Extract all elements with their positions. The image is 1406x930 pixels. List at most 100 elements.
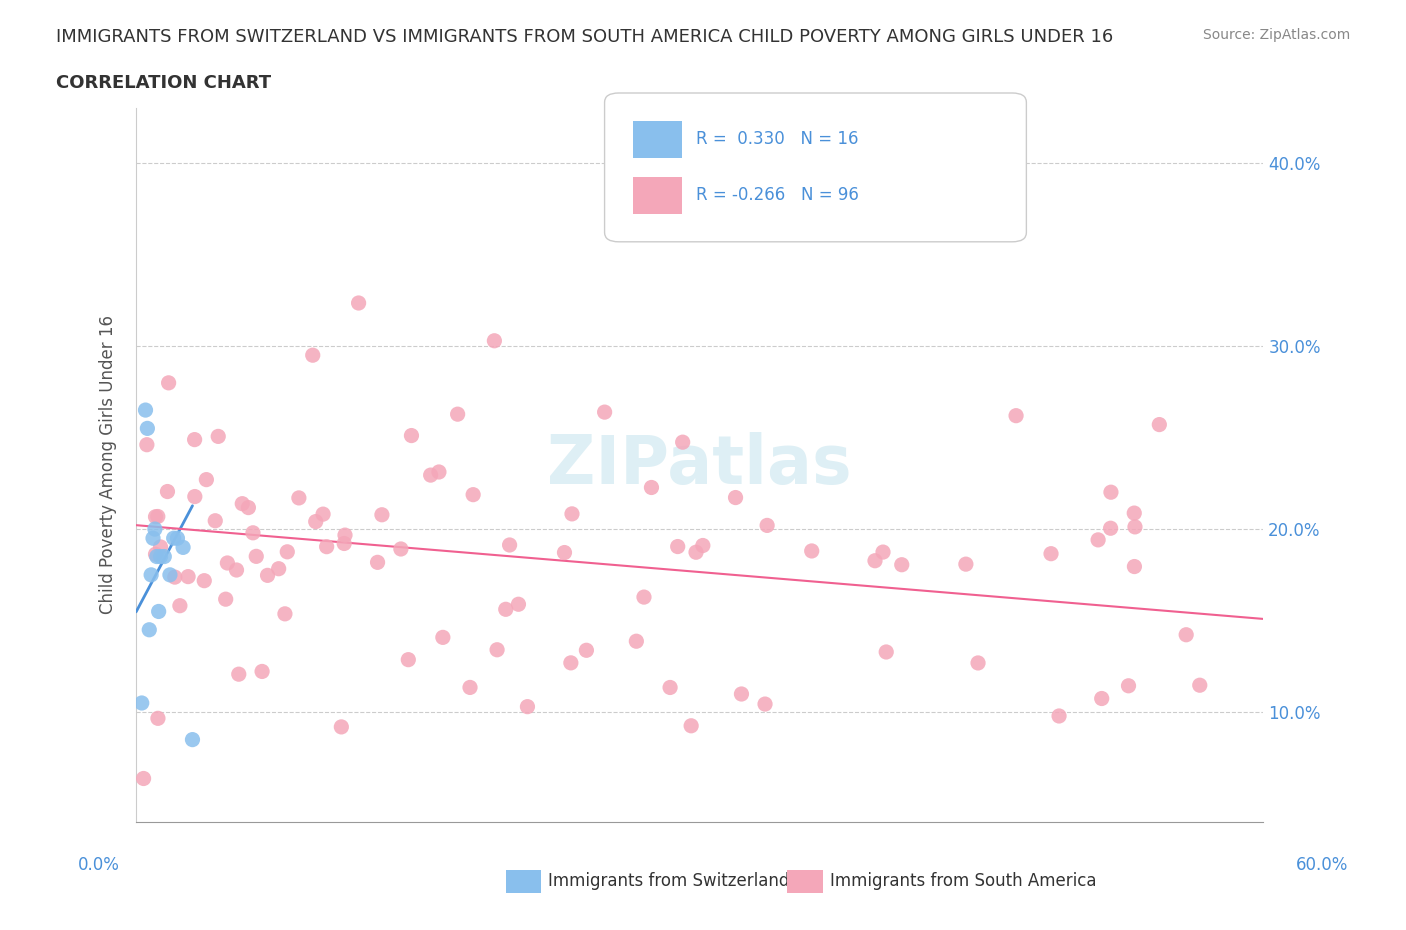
Point [593, 405, 616, 419]
Point [207, 429, 229, 444]
Text: 0.0%: 0.0% [77, 856, 120, 874]
Point [145, 510, 167, 525]
Point [1123, 506, 1146, 521]
Point [225, 563, 247, 578]
Point [134, 403, 156, 418]
Point [142, 531, 165, 546]
Point [516, 699, 538, 714]
Point [508, 597, 530, 612]
Point [1091, 691, 1114, 706]
Point [333, 527, 356, 542]
Point [446, 406, 468, 421]
Point [146, 549, 169, 564]
Point [149, 539, 172, 554]
Point [301, 348, 323, 363]
Point [1047, 709, 1070, 724]
Text: 60.0%: 60.0% [1295, 856, 1348, 874]
Point [756, 518, 779, 533]
Text: Immigrants from Switzerland: Immigrants from Switzerland [548, 871, 790, 890]
Point [312, 507, 335, 522]
Point [659, 680, 682, 695]
Text: R =  0.330   N = 16: R = 0.330 N = 16 [696, 130, 859, 149]
Point [177, 569, 200, 584]
Point [681, 718, 703, 733]
Point [193, 573, 215, 588]
Point [143, 522, 166, 537]
Point [401, 428, 423, 443]
Point [288, 490, 311, 505]
Point [458, 680, 481, 695]
Point [274, 606, 297, 621]
Point [238, 500, 260, 515]
Text: IMMIGRANTS FROM SWITZERLAND VS IMMIGRANTS FROM SOUTH AMERICA CHILD POVERTY AMONG: IMMIGRANTS FROM SWITZERLAND VS IMMIGRANT… [56, 28, 1114, 46]
Point [724, 490, 747, 505]
Text: R = -0.266   N = 96: R = -0.266 N = 96 [696, 186, 859, 205]
Point [730, 686, 752, 701]
Point [396, 652, 419, 667]
Text: Immigrants from South America: Immigrants from South America [830, 871, 1097, 890]
Point [181, 732, 204, 747]
Point [159, 567, 181, 582]
Point [135, 437, 157, 452]
Point [1175, 628, 1198, 643]
Point [553, 545, 575, 560]
Text: CORRELATION CHART: CORRELATION CHART [56, 74, 271, 92]
Point [347, 296, 370, 311]
Point [330, 720, 353, 735]
Point [640, 480, 662, 495]
Point [215, 591, 238, 606]
Point [1123, 559, 1146, 574]
Text: Source: ZipAtlas.com: Source: ZipAtlas.com [1202, 28, 1350, 42]
Point [183, 432, 205, 447]
Point [148, 604, 170, 618]
Point [169, 598, 191, 613]
Point [800, 543, 823, 558]
Point [1118, 678, 1140, 693]
Point [276, 544, 298, 559]
Point [136, 421, 159, 436]
Point [575, 643, 598, 658]
Point [146, 509, 169, 524]
Point [463, 487, 485, 502]
Point [495, 602, 517, 617]
Point [486, 643, 509, 658]
Point [692, 538, 714, 553]
Point [419, 468, 441, 483]
Point [967, 656, 990, 671]
Point [132, 771, 155, 786]
Point [1040, 546, 1063, 561]
Point [145, 547, 167, 562]
Point [131, 696, 153, 711]
Point [371, 508, 394, 523]
Point [231, 497, 253, 512]
Text: ZIPatlas: ZIPatlas [547, 432, 852, 498]
Point [389, 541, 412, 556]
Point [146, 711, 169, 725]
Point [250, 664, 273, 679]
Point [872, 545, 894, 560]
Point [484, 333, 506, 348]
Point [633, 590, 655, 604]
Point [1099, 485, 1122, 499]
Point [153, 549, 176, 564]
Point [217, 555, 239, 570]
Point [256, 568, 278, 583]
Point [228, 667, 250, 682]
Point [955, 557, 977, 572]
Point [1087, 533, 1109, 548]
Point [672, 434, 695, 449]
Point [875, 644, 897, 659]
Point [1005, 408, 1028, 423]
Point [432, 630, 454, 644]
Point [1099, 521, 1122, 536]
Point [890, 557, 912, 572]
Point [163, 570, 186, 585]
Point [626, 633, 648, 648]
Point [172, 540, 194, 555]
Point [1188, 678, 1211, 693]
Point [367, 555, 389, 570]
Point [333, 536, 356, 551]
Point [149, 549, 172, 564]
Point [561, 507, 583, 522]
Point [139, 567, 162, 582]
